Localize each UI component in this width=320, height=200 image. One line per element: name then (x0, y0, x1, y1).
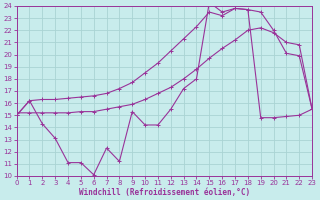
X-axis label: Windchill (Refroidissement éolien,°C): Windchill (Refroidissement éolien,°C) (79, 188, 250, 197)
